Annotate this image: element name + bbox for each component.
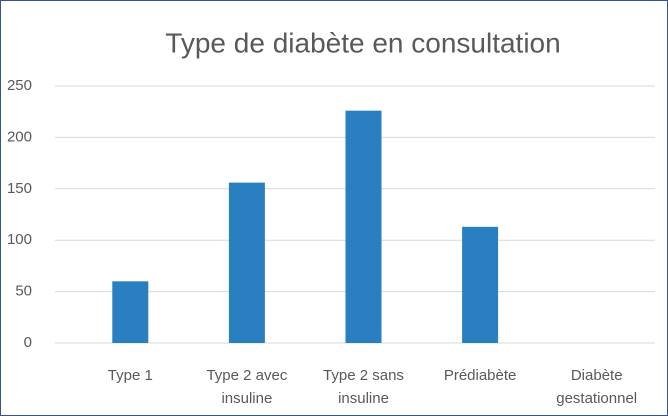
y-tick-label: 150 <box>7 180 32 197</box>
bar <box>462 226 499 343</box>
bar <box>345 110 382 343</box>
bar <box>112 281 149 343</box>
y-tick-label: 200 <box>7 128 32 145</box>
x-tick-label: Diabète gestationnel <box>556 367 637 407</box>
y-tick-label: 50 <box>15 283 32 300</box>
y-tick-label: 250 <box>7 77 32 94</box>
chart-title: Type de diabète en consultation <box>165 27 560 58</box>
y-tick-label: 100 <box>7 231 32 248</box>
y-tick-label: 0 <box>24 334 32 351</box>
bar <box>228 182 265 343</box>
x-tick-label: Type 2 avec insuline <box>206 367 287 407</box>
x-tick-label: Type 2 sans insuline <box>323 367 404 407</box>
x-tick-label: Prédiabète <box>444 367 517 384</box>
x-tick-label: Type 1 <box>108 367 153 384</box>
